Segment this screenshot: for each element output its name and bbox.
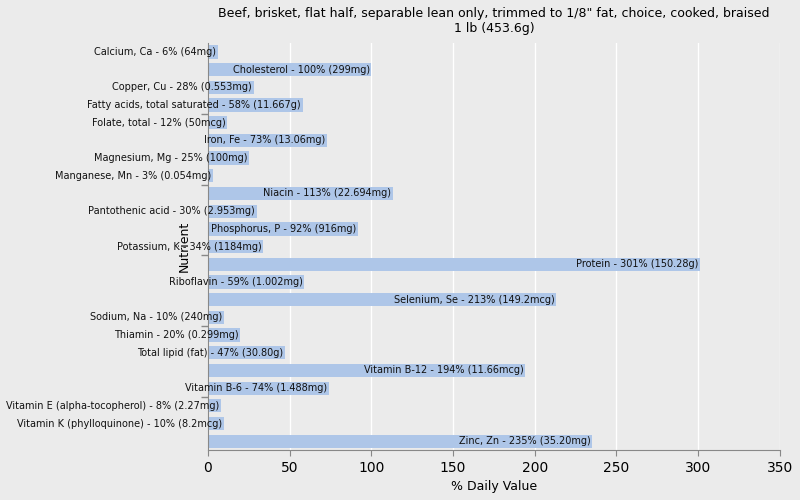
Text: Copper, Cu - 28% (0.553mg): Copper, Cu - 28% (0.553mg) [112,82,252,92]
X-axis label: % Daily Value: % Daily Value [451,480,537,493]
Text: Calcium, Ca - 6% (64mg): Calcium, Ca - 6% (64mg) [94,47,216,57]
Text: Vitamin K (phylloquinone) - 10% (8.2mcg): Vitamin K (phylloquinone) - 10% (8.2mcg) [18,418,222,428]
Text: Fatty acids, total saturated - 58% (11.667g): Fatty acids, total saturated - 58% (11.6… [87,100,301,110]
Bar [208,382,329,395]
Bar [208,434,592,448]
Text: Phosphorus, P - 92% (916mg): Phosphorus, P - 92% (916mg) [211,224,357,234]
Text: Riboflavin - 59% (1.002mg): Riboflavin - 59% (1.002mg) [169,277,302,287]
Bar [208,293,556,306]
Bar [208,417,224,430]
Bar [208,169,213,182]
Text: Vitamin E (alpha-tocopherol) - 8% (2.27mg): Vitamin E (alpha-tocopherol) - 8% (2.27m… [6,401,219,411]
Bar [208,187,393,200]
Bar [208,276,304,288]
Bar [208,310,224,324]
Text: Manganese, Mn - 3% (0.054mg): Manganese, Mn - 3% (0.054mg) [55,171,211,181]
Bar [208,240,263,253]
Text: Thiamin - 20% (0.299mg): Thiamin - 20% (0.299mg) [114,330,239,340]
Text: Potassium, K - 34% (1184mg): Potassium, K - 34% (1184mg) [117,242,262,252]
Y-axis label: Nutrient: Nutrient [178,221,190,272]
Title: Beef, brisket, flat half, separable lean only, trimmed to 1/8" fat, choice, cook: Beef, brisket, flat half, separable lean… [218,7,770,35]
Bar [208,152,249,164]
Text: Sodium, Na - 10% (240mg): Sodium, Na - 10% (240mg) [90,312,222,322]
Bar [208,204,257,218]
Text: Folate, total - 12% (50mcg): Folate, total - 12% (50mcg) [92,118,226,128]
Text: Pantothenic acid - 30% (2.953mg): Pantothenic acid - 30% (2.953mg) [89,206,255,216]
Bar [208,346,285,360]
Bar [208,46,218,59]
Bar [208,134,327,147]
Bar [208,364,525,377]
Bar [208,328,241,342]
Text: Niacin - 113% (22.694mg): Niacin - 113% (22.694mg) [263,188,391,198]
Text: Vitamin B-6 - 74% (1.488mg): Vitamin B-6 - 74% (1.488mg) [185,383,327,393]
Bar [208,63,371,76]
Bar [208,98,302,112]
Text: Vitamin B-12 - 194% (11.66mcg): Vitamin B-12 - 194% (11.66mcg) [363,366,523,376]
Bar [208,399,221,412]
Bar [208,258,700,271]
Bar [208,80,254,94]
Text: Total lipid (fat) - 47% (30.80g): Total lipid (fat) - 47% (30.80g) [137,348,283,358]
Bar [208,116,227,130]
Bar [208,222,358,235]
Text: Protein - 301% (150.28g): Protein - 301% (150.28g) [576,260,698,270]
Text: Magnesium, Mg - 25% (100mg): Magnesium, Mg - 25% (100mg) [94,153,247,163]
Text: Zinc, Zn - 235% (35.20mg): Zinc, Zn - 235% (35.20mg) [458,436,590,446]
Text: Iron, Fe - 73% (13.06mg): Iron, Fe - 73% (13.06mg) [204,136,326,145]
Text: Selenium, Se - 213% (149.2mcg): Selenium, Se - 213% (149.2mcg) [394,294,554,304]
Text: Cholesterol - 100% (299mg): Cholesterol - 100% (299mg) [233,64,370,74]
